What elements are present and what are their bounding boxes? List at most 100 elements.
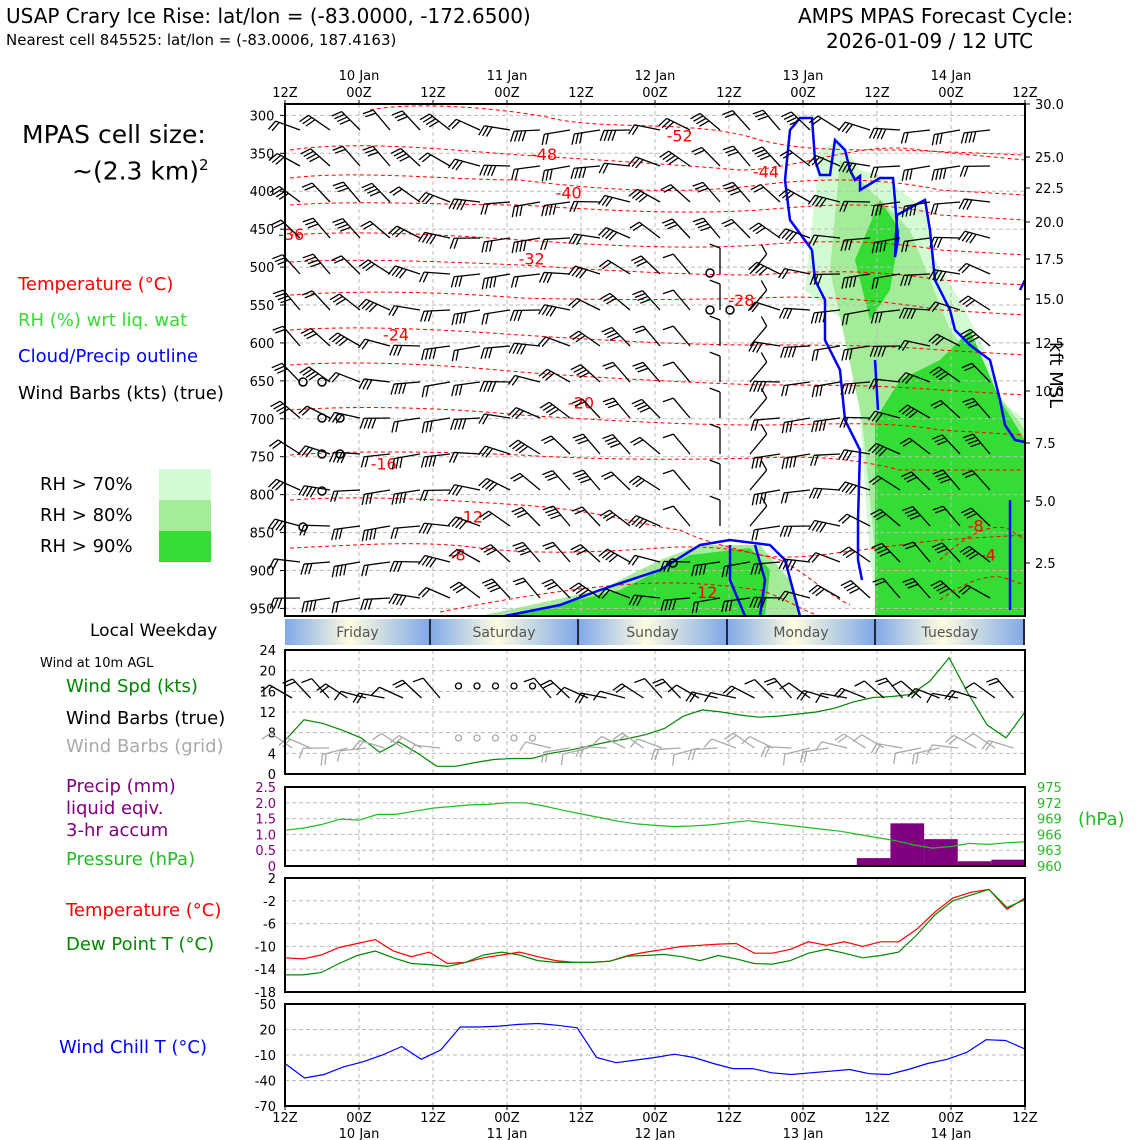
- temperature-label: Temperature (°C): [66, 900, 222, 921]
- surface-barb-grid: [637, 738, 663, 749]
- surface-barb-flag: [766, 680, 778, 686]
- temp-contour-label: -48: [531, 145, 557, 164]
- wind-barb: [755, 301, 781, 311]
- surface-barb-flag: [615, 685, 626, 693]
- wind-barb-flag: [606, 297, 617, 305]
- wind-barb-flag: [358, 298, 367, 308]
- wind-barb-flag: [513, 130, 519, 142]
- wind-barb: [334, 561, 361, 568]
- wind-barbs: [267, 109, 991, 614]
- wind-barb-flag: [271, 480, 281, 490]
- wind-barb: [490, 544, 511, 563]
- wind-barb: [274, 558, 301, 563]
- wind-barb-flag: [940, 478, 951, 484]
- wind-barb: [575, 265, 601, 275]
- wind-barb: [400, 147, 421, 167]
- wind-barb-flag: [965, 232, 973, 243]
- surface-barb-grid: [601, 735, 626, 749]
- wind-barb-flag: [575, 335, 586, 343]
- wind-barb-flag: [396, 594, 403, 606]
- wind-barb-flag: [366, 379, 373, 390]
- wind-barb-flag: [808, 234, 815, 246]
- wind-barb-flag: [365, 112, 376, 118]
- wind-barb-flag: [844, 239, 849, 251]
- surface-barb: [550, 679, 570, 699]
- wind-barb-flag: [812, 117, 822, 126]
- wind-barb-flag: [597, 588, 607, 598]
- top-time-label: 00Z: [790, 86, 816, 101]
- wind-barb: [814, 519, 841, 527]
- pressure-line: [284, 802, 1026, 849]
- surface-barb-grid: [543, 747, 570, 753]
- surface-barb-grid-flag: [629, 738, 639, 748]
- wind-barb-flag: [428, 455, 433, 467]
- surface-barb-grid-flag: [893, 752, 897, 765]
- wind-barb-flag: [481, 446, 490, 457]
- wind-barb-flag: [935, 508, 946, 514]
- kft-tick: 17.5: [1035, 253, 1064, 268]
- surface-barb-flag: [316, 683, 327, 691]
- wind-barb-flag: [932, 469, 944, 475]
- wind-barb-flag: [327, 372, 337, 382]
- wind-barb-flag: [422, 523, 429, 534]
- wind-barb: [522, 577, 541, 599]
- top-time-label: 00Z: [494, 86, 520, 101]
- surface-barb: [422, 677, 441, 699]
- wind-barb: [612, 361, 631, 383]
- bottom-date-label: 11 Jan: [487, 1127, 528, 1140]
- wind-barb-flag: [930, 580, 941, 587]
- surface-barb-grid-flag: [981, 740, 990, 750]
- wind-barb-flag: [822, 419, 827, 431]
- wind-barb-flag: [728, 600, 733, 612]
- wind-barb: [817, 115, 841, 131]
- surface-barb-flag: [574, 692, 582, 703]
- wind-barb-flag: [568, 233, 575, 244]
- wind-barb-flag: [608, 231, 618, 241]
- surface-barb-flag: [891, 680, 902, 687]
- wind-barb-flag: [876, 128, 883, 140]
- wind-barb-flag: [457, 418, 463, 430]
- wind-barb: [424, 522, 451, 527]
- wind-barb-flag: [489, 277, 493, 289]
- wind-barb-flag: [369, 191, 381, 197]
- wind-barb-flag: [905, 169, 909, 181]
- weekday-bar: Friday Saturday Sunday Monday Tuesday: [285, 619, 1025, 645]
- wind-barb-flag: [598, 259, 609, 268]
- pressure-ytick: 960: [1037, 860, 1062, 875]
- wind-barb-flag: [394, 113, 406, 119]
- wind-barb-flag: [395, 457, 399, 469]
- wind-barb-flag: [632, 595, 639, 606]
- wind-barb-flag: [432, 347, 437, 359]
- wind-barb: [942, 505, 961, 527]
- wind-barb-flag: [781, 422, 786, 434]
- wind-barb: [754, 417, 781, 421]
- wind-barb-flag: [580, 478, 591, 484]
- wind-barb: [610, 471, 631, 491]
- wind-barb-flag: [964, 472, 976, 479]
- wind-barb-flag: [906, 476, 918, 483]
- wind-barb-flag: [549, 306, 557, 317]
- wind-barb: [874, 201, 901, 207]
- wind-barb-flag: [422, 272, 429, 283]
- wind-barb-flag: [394, 383, 399, 395]
- wind-barb: [732, 110, 751, 131]
- wind-barb-flag: [691, 565, 695, 577]
- wind-barb-flag: [757, 152, 768, 158]
- wind-barb-flag: [661, 218, 673, 224]
- wind-barb-flag: [424, 348, 429, 360]
- surface-barb-grid-flag: [799, 751, 804, 763]
- wind-barb-flag: [628, 188, 638, 197]
- surface-barb-flag: [926, 693, 933, 704]
- wind-barb: [972, 433, 991, 455]
- wind-barb-flag: [760, 244, 768, 255]
- wind-barb-flag: [785, 457, 789, 469]
- kft-tick: 25.0: [1035, 151, 1064, 166]
- wind-barb-flag: [489, 586, 501, 593]
- wind-barb-flag: [277, 295, 289, 301]
- wind-barb: [454, 273, 481, 278]
- wind-barb-flag: [272, 188, 283, 196]
- wind-barb-flag: [781, 591, 790, 602]
- wind-barb-flag: [751, 494, 756, 506]
- surface-barb-grid-flag: [352, 739, 361, 750]
